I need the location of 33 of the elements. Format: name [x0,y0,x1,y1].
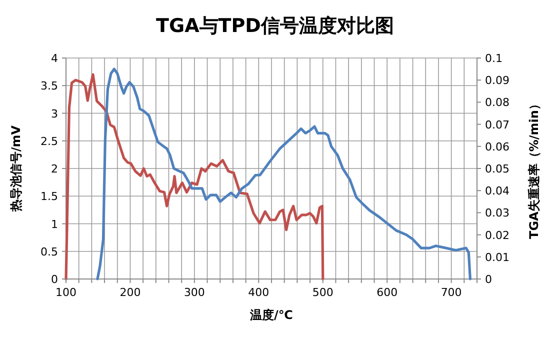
y2-tick-label: 0.09 [485,74,510,88]
y-axis-title: 热导池信号/mV [9,124,23,213]
x-axis-title: 温度/℃ [249,308,293,322]
y2-tick-label: 0.07 [485,118,510,132]
line-series [96,68,472,280]
y-tick-label: 4 [51,52,58,65]
y2-axis-title: TGA失重速率（%/min） [527,98,541,239]
y2-tick-label: 0.03 [485,206,510,220]
y-tick-label: 1.5 [40,190,58,204]
y2-tick-label: 0.02 [485,228,510,242]
y2-tick-label: 0.05 [485,162,510,176]
y2-tick-label: 0.01 [485,250,510,264]
x-tick-label: 600 [376,286,398,299]
y2-tick-label: 0 [485,273,492,286]
chart-title: TGA与TPD信号温度对比图 [156,15,394,37]
y2-tick-label: 0.04 [485,184,510,198]
y-tick-label: 0.5 [40,245,58,258]
y-tick-label: 3.5 [40,80,58,93]
y2-tick-label: 0.08 [485,96,510,110]
line-series [64,73,324,280]
y2-tick-label: 0.06 [485,140,510,154]
x-tick-label: 500 [312,286,334,299]
y-tick-label: 1 [51,218,58,231]
x-tick-label: 200 [120,286,141,299]
y-tick-label: 3 [51,107,58,120]
y-tick-label: 2.5 [40,134,58,148]
x-tick-label: 300 [184,286,205,299]
y-tick-label: 2 [51,162,58,176]
x-tick-label: 400 [248,286,270,299]
x-tick-label: 700 [440,286,462,299]
y-tick-label: 0 [51,273,58,286]
y2-tick-label: 0.1 [485,52,502,65]
x-tick-label: 100 [56,286,76,299]
